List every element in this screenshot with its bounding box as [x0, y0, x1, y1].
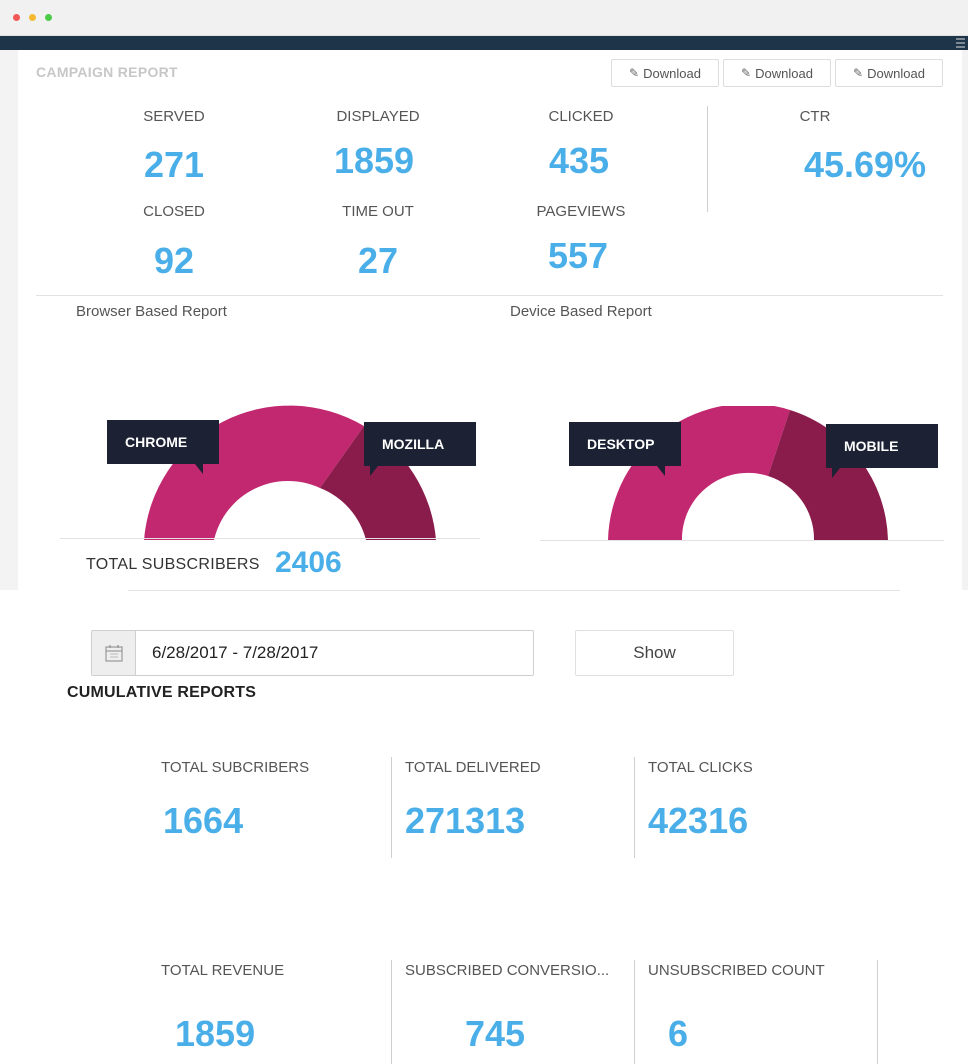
pageviews-label: PAGEVIEWS	[536, 203, 626, 220]
download-button-label: Download	[755, 65, 813, 81]
device-report-title: Device Based Report	[510, 303, 652, 320]
cumulative-divider	[391, 960, 392, 1064]
show-button[interactable]: Show	[575, 630, 734, 676]
served-label: SERVED	[143, 108, 205, 125]
mozilla-tooltip-label: MOZILLA	[382, 436, 445, 452]
total-revenue-label: TOTAL REVENUE	[161, 962, 285, 979]
cumulative-divider	[634, 757, 635, 858]
calendar-icon[interactable]	[92, 631, 136, 675]
right-gutter	[962, 50, 968, 590]
desktop-tooltip-label: DESKTOP	[587, 436, 655, 452]
cumulative-divider	[634, 960, 635, 1064]
cumulative-divider	[391, 757, 392, 858]
pageviews-value: 557	[547, 235, 609, 276]
ctr-label: CTR	[799, 108, 831, 125]
clicked-value: 435	[548, 140, 610, 181]
download-button-label: Download	[643, 65, 701, 81]
mozilla-segment[interactable]	[320, 426, 436, 540]
left-gutter	[0, 50, 18, 590]
unsubscribed-count-value: 6	[668, 1013, 689, 1054]
download-button-1[interactable]: ✎ Download	[611, 59, 719, 87]
subscribed-conversion-value: 745	[465, 1013, 526, 1054]
campaign-report-title: CAMPAIGN REPORT	[36, 64, 178, 80]
cumulative-reports-title: CUMULATIVE REPORTS	[67, 684, 257, 701]
browser-window-bar	[0, 0, 968, 36]
top-navbar	[0, 36, 968, 50]
desktop-tooltip: DESKTOP	[569, 422, 681, 476]
edit-icon: ✎	[853, 66, 864, 80]
closed-value: 92	[153, 240, 195, 281]
mobile-tooltip: MOBILE	[826, 424, 938, 478]
subscribed-conversion-label: SUBSCRIBED CONVERSIO...	[405, 962, 610, 979]
closed-label: CLOSED	[143, 203, 205, 220]
timeout-value: 27	[357, 240, 399, 281]
stats-divider	[36, 295, 943, 296]
total-subscribers-value: 2406	[275, 546, 342, 579]
cumulative-divider	[877, 960, 878, 1064]
ctr-value: 45.69%	[803, 144, 927, 185]
edit-icon: ✎	[741, 66, 752, 80]
unsubscribed-count-label: UNSUBSCRIBED COUNT	[648, 962, 825, 979]
download-button-label: Download	[867, 65, 925, 81]
total-subscribers-label: TOTAL SUBSCRIBERS	[86, 556, 260, 573]
mozilla-tooltip: MOZILLA	[364, 422, 476, 476]
served-value: 271	[143, 144, 205, 185]
total-subcribers-value: 1664	[163, 800, 244, 841]
total-clicks-value: 42316	[648, 800, 749, 841]
total-revenue-value: 1859	[175, 1013, 256, 1054]
maximize-window-dot[interactable]	[45, 14, 52, 21]
chrome-tooltip-label: CHROME	[125, 434, 188, 450]
download-button-3[interactable]: ✎ Download	[835, 59, 943, 87]
date-range-input[interactable]: 6/28/2017 - 7/28/2017	[152, 643, 319, 662]
timeout-label: TIME OUT	[342, 203, 414, 220]
chrome-tooltip: CHROME	[107, 420, 219, 474]
device-donut-chart	[608, 406, 888, 540]
desktop-segment[interactable]	[608, 406, 790, 540]
total-delivered-value: 271313	[405, 800, 526, 841]
clicked-label: CLICKED	[548, 108, 614, 125]
total-subcribers-label: TOTAL SUBCRIBERS	[161, 759, 310, 776]
displayed-value: 1859	[333, 140, 415, 181]
browser-chart-baseline	[60, 538, 480, 539]
subscribers-divider	[128, 590, 900, 591]
mobile-segment[interactable]	[768, 410, 888, 540]
displayed-label: DISPLAYED	[336, 108, 420, 125]
total-delivered-label: TOTAL DELIVERED	[405, 759, 541, 776]
browser-report-title: Browser Based Report	[76, 303, 227, 320]
download-button-2[interactable]: ✎ Download	[723, 59, 831, 87]
total-subscribers-bar	[18, 540, 962, 590]
hamburger-menu-icon[interactable]	[956, 38, 965, 48]
device-chart-baseline	[540, 540, 944, 541]
mobile-tooltip-label: MOBILE	[844, 438, 899, 454]
ctr-divider	[707, 106, 708, 212]
total-clicks-label: TOTAL CLICKS	[648, 759, 753, 776]
minimize-window-dot[interactable]	[29, 14, 36, 21]
date-range-picker[interactable]: 6/28/2017 - 7/28/2017	[91, 630, 534, 676]
close-window-dot[interactable]	[13, 14, 20, 21]
edit-icon: ✎	[629, 66, 640, 80]
